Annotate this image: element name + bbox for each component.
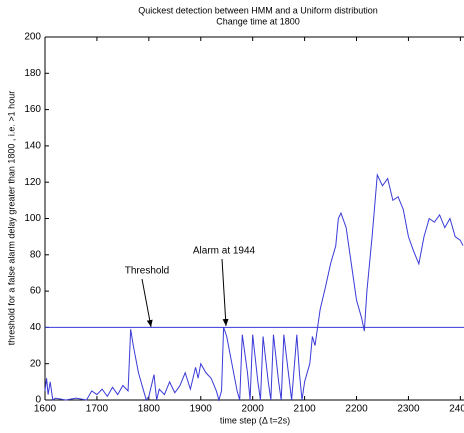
x-tick-label: 2100 <box>293 404 316 415</box>
y-tick-label: 60 <box>30 286 42 297</box>
x-axis-label: time step (Δ t=2s) <box>220 415 290 425</box>
annotation: Alarm at 1944 <box>193 246 256 257</box>
x-tick-label: 1700 <box>86 404 109 415</box>
y-tick-label: 160 <box>24 104 41 115</box>
y-axis-label: threshold for a false alarm delay greate… <box>6 91 16 345</box>
x-tick-label: 2400 <box>449 404 464 415</box>
chart-title: Quickest detection between HMM and a Uni… <box>138 5 378 15</box>
data-line <box>44 173 464 402</box>
x-tick-label: 2200 <box>345 404 368 415</box>
x-tick-label: 2000 <box>242 404 265 415</box>
y-tick-label: 40 <box>30 322 42 333</box>
chart-subtitle: Change time at 1800 <box>216 16 300 26</box>
x-tick-label: 1900 <box>190 404 213 415</box>
annotation-arrow <box>221 258 229 327</box>
y-tick-label: 20 <box>30 358 42 369</box>
annotation: Threshold <box>125 266 169 277</box>
y-tick-label: 200 <box>24 32 41 43</box>
y-tick-label: 100 <box>24 213 41 224</box>
y-tick-label: 0 <box>35 395 41 406</box>
x-tick-label: 1600 <box>34 404 57 415</box>
y-tick-label: 80 <box>30 249 42 260</box>
annotation-arrow <box>141 278 153 328</box>
x-tick-label: 2300 <box>397 404 420 415</box>
y-tick-label: 120 <box>24 177 41 188</box>
y-tick-label: 180 <box>24 68 41 79</box>
y-tick-label: 140 <box>24 141 41 152</box>
x-tick-label: 1800 <box>138 404 161 415</box>
